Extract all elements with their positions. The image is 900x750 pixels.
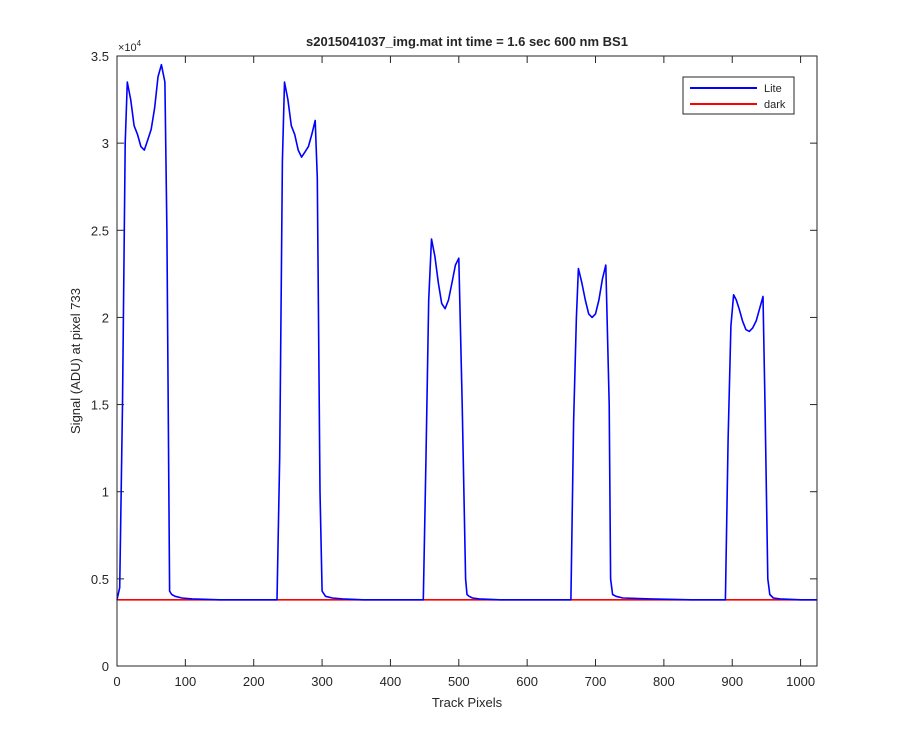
- x-tick-label: 300: [311, 674, 333, 689]
- y-tick-label: 1: [102, 485, 109, 500]
- y-tick-label: 0.5: [91, 572, 109, 587]
- axes-frame: [116, 55, 818, 667]
- legend-label-lite: Lite: [764, 83, 782, 95]
- y-exponent-base: ×10: [118, 42, 137, 54]
- x-tick-label: 400: [380, 674, 402, 689]
- legend-box: [682, 76, 795, 115]
- x-tick-label: 1000: [786, 674, 815, 689]
- x-tick-label: 200: [243, 674, 265, 689]
- x-tick-label: 100: [175, 674, 197, 689]
- y-tick-label: 1.5: [91, 398, 109, 413]
- x-tick-label: 800: [653, 674, 675, 689]
- ticks: 0 100 200 300 400 500 600 700 800 900 1000 0 0.5 1 1.5…: [91, 49, 817, 689]
- y-tick-label: 2.5: [91, 223, 109, 238]
- y-axis-label: Signal (ADU) at pixel 733: [68, 288, 83, 434]
- series-line-lite: [116, 63, 817, 601]
- x-tick-label: 500: [448, 674, 470, 689]
- chart-title: s2015041037_img.mat int time = 1.6 sec 6…: [306, 34, 628, 49]
- y-tick-label: 0: [102, 659, 109, 674]
- y-tick-label: 3: [102, 136, 109, 151]
- plot-lines: [116, 63, 817, 601]
- x-tick-label: 600: [516, 674, 538, 689]
- axes-background: [117, 56, 817, 666]
- legend: Lite dark: [682, 76, 795, 115]
- legend-label-dark: dark: [764, 99, 786, 111]
- y-tick-label: 2: [102, 310, 109, 325]
- x-tick-label: 0: [113, 674, 120, 689]
- x-tick-label: 900: [721, 674, 743, 689]
- x-axis-label: Track Pixels: [432, 695, 503, 710]
- x-tick-label: 700: [585, 674, 607, 689]
- y-exponent-power: 4: [137, 39, 142, 48]
- y-tick-label: 3.5: [91, 49, 109, 64]
- y-exponent-label: ×104: [118, 39, 142, 54]
